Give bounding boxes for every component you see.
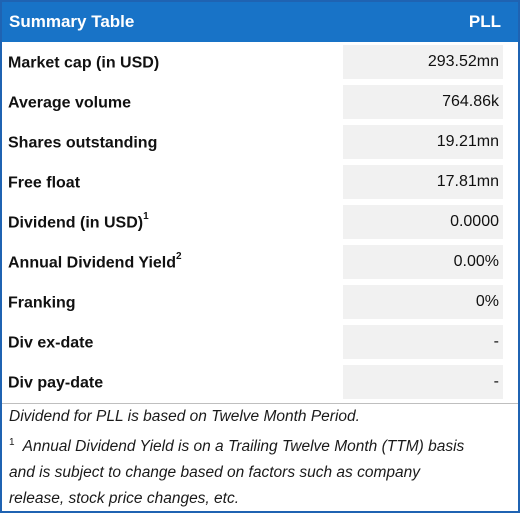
row-value: 0.00% [453,253,499,270]
row-annual-dividend-yield: Annual Dividend Yield2 0.00% [2,242,518,282]
row-free-float: Free float 17.81mn [2,162,518,202]
row-value: 17.81mn [436,173,499,190]
row-franking: Franking 0% [2,282,518,322]
row-label: Dividend (in USD)1 [8,211,149,232]
value-cell: 0.00% [343,245,503,279]
row-value: - [493,333,499,350]
row-dividend: Dividend (in USD)1 0.0000 [2,202,518,242]
value-cell: 17.81mn [343,165,503,199]
row-label: Free float [8,174,81,192]
value-cell: 764.86k [343,85,503,119]
row-div-ex-date: Div ex-date - [2,322,518,362]
note-line-4: release, stock price changes, etc. [9,490,240,508]
note-line-3: and is subject to change based on factor… [9,464,420,482]
row-label: Average volume [8,94,132,112]
ticker-symbol: PLL [468,12,501,31]
footnote-marker: 1 [9,437,15,448]
row-value: 293.52mn [427,53,499,70]
row-value: 764.86k [442,93,499,110]
row-average-volume: Average volume 764.86k [2,82,518,122]
row-shares-outstanding: Shares outstanding 19.21mn [2,122,518,162]
row-label: Market cap (in USD) [8,54,160,72]
row-value: 0% [475,293,499,310]
row-label: Shares outstanding [8,134,158,152]
table-header: Summary Table PLL [2,2,518,42]
row-div-pay-date: Div pay-date - [2,362,518,402]
row-value: - [493,373,499,390]
value-cell: - [343,365,503,399]
row-label: Franking [8,294,76,312]
row-market-cap: Market cap (in USD) 293.52mn [2,42,518,82]
value-cell: 0% [343,285,503,319]
row-label: Div ex-date [8,334,94,352]
value-cell: 293.52mn [343,45,503,79]
row-label: Annual Dividend Yield2 [8,251,182,272]
table-title: Summary Table [9,12,135,31]
row-value: 19.21mn [436,133,499,150]
row-value: 0.0000 [450,213,499,230]
value-cell: 0.0000 [343,205,503,239]
note-line-1: Dividend for PLL is based on Twelve Mont… [9,408,360,425]
value-cell: 19.21mn [343,125,503,159]
footnotes: Dividend for PLL is based on Twelve Mont… [2,403,518,512]
note-line-2: 1 Annual Dividend Yield is on a Trailing… [9,437,465,456]
value-cell: - [343,325,503,359]
row-label: Div pay-date [8,374,104,392]
